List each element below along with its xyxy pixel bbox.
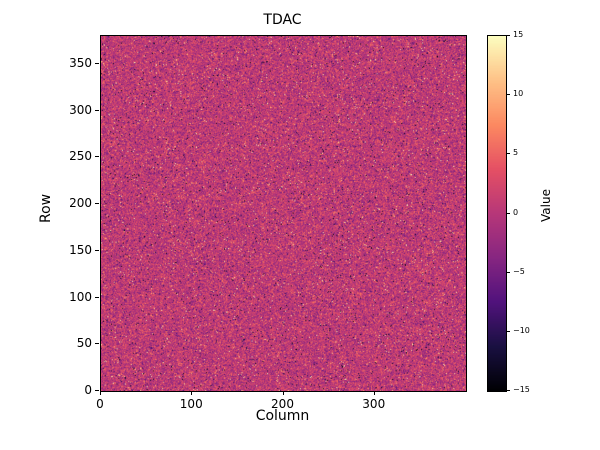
colorbar-tick-label: −15 <box>513 385 530 394</box>
colorbar-tick-mark <box>507 390 510 391</box>
y-tick-label: 150 <box>69 242 92 257</box>
colorbar-label: Value <box>539 189 553 222</box>
y-tick-label: 250 <box>69 149 92 164</box>
colorbar-tick-label: 15 <box>513 30 524 39</box>
colorbar-tick-label: −10 <box>513 325 530 335</box>
y-tick-label: 0 <box>84 383 92 397</box>
y-tick-mark <box>95 249 99 251</box>
x-axis-label: Column <box>255 408 310 424</box>
colorbar-tick-mark <box>507 330 510 332</box>
y-tick-mark <box>95 343 99 345</box>
y-tick-label: 100 <box>69 289 92 304</box>
chart-title: TDAC <box>263 12 302 28</box>
x-tick-label: 100 <box>179 397 203 411</box>
colorbar-tick-mark <box>507 94 510 96</box>
colorbar <box>487 35 507 392</box>
colorbar-tick-label: −5 <box>513 266 525 276</box>
x-tick-label: 200 <box>271 397 294 411</box>
colorbar-tick-mark <box>507 153 510 155</box>
y-tick-mark <box>95 156 99 158</box>
y-tick-label: 50 <box>76 336 92 351</box>
y-tick-mark <box>95 296 99 298</box>
colorbar-tick-mark <box>507 35 510 36</box>
y-tick-mark <box>95 203 99 205</box>
colorbar-canvas <box>488 36 506 391</box>
y-tick-label: 300 <box>69 102 92 117</box>
colorbar-tick-mark <box>507 212 510 214</box>
x-tick-mark <box>373 391 375 395</box>
x-tick-label: 0 <box>96 397 104 411</box>
x-tick-mark <box>282 391 284 395</box>
heatmap-plot-area <box>100 35 467 392</box>
y-tick-label: 350 <box>69 56 92 71</box>
x-tick-label: 300 <box>362 397 386 411</box>
y-tick-mark <box>95 63 99 65</box>
x-tick-mark <box>191 391 193 395</box>
colorbar-tick-label: 5 <box>513 148 519 158</box>
y-tick-label: 200 <box>69 196 92 211</box>
y-tick-mark <box>95 109 99 111</box>
colorbar-tick-mark <box>507 271 510 273</box>
colorbar-tick-label: 10 <box>513 89 524 99</box>
y-tick-mark <box>95 390 99 391</box>
heatmap-canvas <box>101 36 466 391</box>
colorbar-tick-label: 0 <box>513 207 519 217</box>
x-tick-mark <box>100 391 101 395</box>
